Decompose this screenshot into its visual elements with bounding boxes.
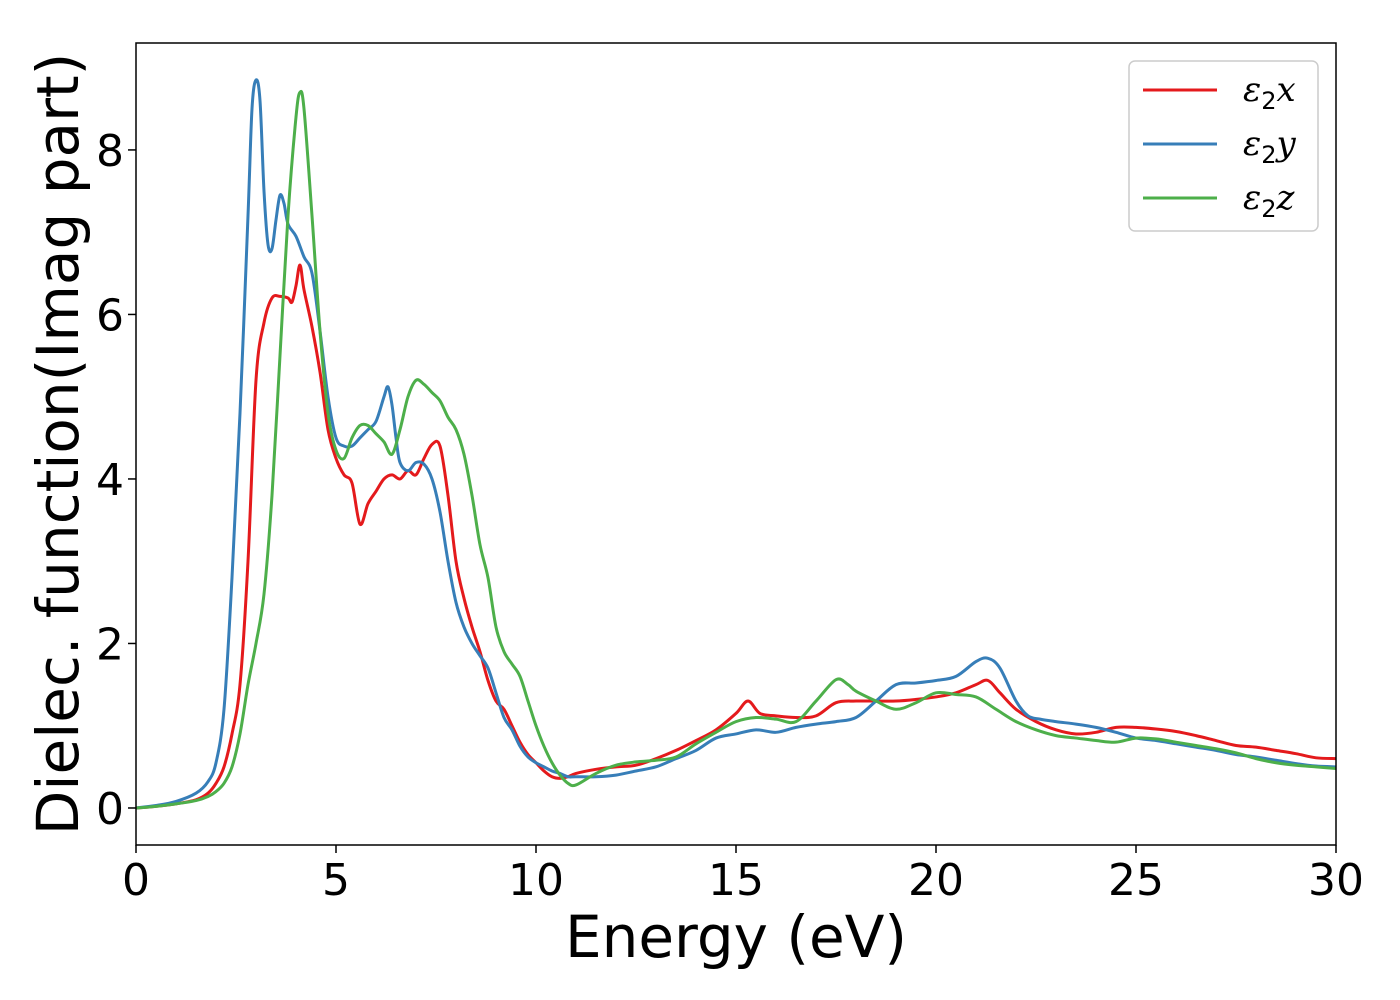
x-tick-label: 5 [322, 855, 350, 906]
x-tick-label: 0 [122, 855, 150, 906]
y-tick-label: 8 [96, 126, 124, 177]
y-axis-title: Dielec. function(Imag part) [24, 53, 92, 836]
x-tick-label: 20 [908, 855, 964, 906]
x-tick-label: 15 [708, 855, 764, 906]
x-axis-ticks: 0 5 10 15 20 25 30 [122, 845, 1364, 906]
x-axis-title: Energy (eV) [565, 903, 907, 971]
y-axis-ticks: 0 2 4 6 8 [96, 126, 136, 835]
x-tick-label: 25 [1108, 855, 1164, 906]
x-tick-label: 30 [1308, 855, 1364, 906]
y-tick-label: 6 [96, 290, 124, 341]
legend-label-y: ε2y [1243, 124, 1297, 169]
series-line-y [135, 78, 1337, 810]
legend-box [1128, 60, 1319, 232]
y-tick-label: 2 [96, 619, 124, 670]
y-tick-label: 4 [96, 455, 124, 506]
legend-label-x: ε2x [1243, 70, 1296, 115]
legend-label-z: ε2z [1243, 178, 1296, 223]
series-layer [135, 78, 1337, 810]
legend: ε2x ε2y ε2z [1128, 60, 1319, 232]
y-tick-label: 0 [96, 784, 124, 835]
x-tick-label: 10 [508, 855, 564, 906]
series-line-x [135, 263, 1337, 810]
series-line-z [135, 89, 1337, 810]
